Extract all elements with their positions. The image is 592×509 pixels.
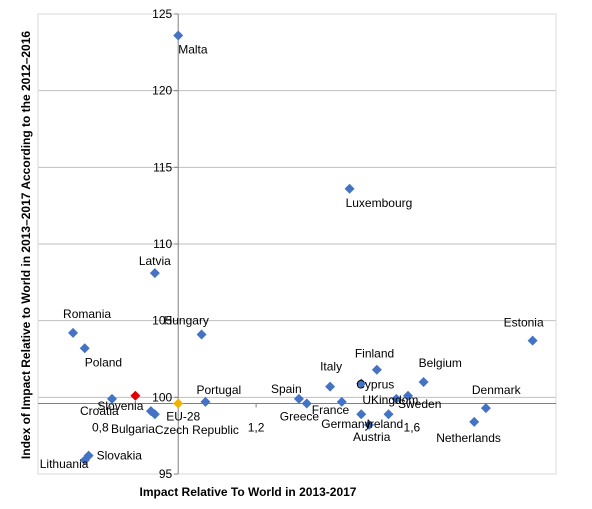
data-point — [79, 343, 90, 354]
data-point — [480, 403, 491, 414]
x-tick-label: 1,2 — [248, 420, 265, 434]
data-label: Portugal — [196, 383, 241, 397]
data-label: Croatia — [80, 404, 119, 418]
data-label: Ireland — [367, 417, 404, 431]
y-tick-label: 95 — [159, 467, 173, 481]
data-label: Netherlands — [436, 431, 501, 445]
data-point — [107, 393, 117, 404]
data-point — [196, 329, 207, 340]
data-point — [344, 183, 355, 194]
axes — [37, 13, 557, 475]
data-point — [383, 409, 394, 420]
data-label: Cyprus — [356, 378, 394, 392]
data-point — [293, 393, 304, 404]
data-label: Estonia — [504, 316, 544, 330]
data-point — [173, 398, 184, 409]
y-tick-label: 120 — [152, 84, 172, 98]
data-label: Luxembourg — [346, 196, 413, 210]
data-label: Spain — [271, 382, 302, 396]
y-tick-label: 100 — [152, 390, 172, 404]
data-point — [418, 377, 429, 387]
data-label: Lithuania — [40, 457, 89, 471]
data-label: France — [312, 403, 350, 417]
y-axis-title: Index of Impact Relative to World in 201… — [19, 31, 33, 459]
data-label: Czech Republic — [155, 423, 239, 437]
data-point — [364, 419, 375, 430]
data-label: Bulgaria — [111, 422, 155, 436]
x-axis-title: Impact Relative To World in 2013-2017 — [140, 485, 357, 499]
x-tick-label: 0,8 — [92, 420, 109, 434]
data-point — [356, 409, 367, 420]
data-point — [469, 416, 480, 427]
plot-frame — [37, 13, 557, 475]
x-tick-label: 1,6 — [404, 420, 421, 434]
data-point — [68, 327, 79, 338]
data-point — [130, 390, 141, 401]
data-point — [173, 30, 184, 41]
y-tick-labels: 95 100 105 110 115 120 125 — [152, 7, 172, 481]
y-tick-label: 115 — [153, 160, 172, 174]
data-label: UKingdom — [362, 393, 418, 407]
y-tick-label: 125 — [152, 7, 172, 21]
data-point — [336, 396, 347, 407]
data-label: Greece — [280, 409, 320, 423]
data-points — [68, 30, 538, 466]
data-label: Poland — [85, 355, 122, 369]
data-label: Germany — [321, 417, 370, 431]
data-point — [391, 393, 402, 404]
data-point — [79, 455, 90, 466]
data-point — [371, 364, 382, 375]
y-tick-label: 105 — [152, 314, 172, 328]
data-point — [149, 268, 160, 279]
data-point — [200, 396, 211, 407]
data-label: Finland — [355, 347, 394, 361]
data-label: Denmark — [472, 383, 522, 397]
y-tick-label: 110 — [153, 237, 172, 251]
data-label: Hungary — [164, 313, 209, 327]
data-label: Latvia — [139, 254, 171, 268]
data-label: Sweden — [398, 397, 441, 411]
data-point — [301, 398, 312, 409]
data-point — [356, 378, 367, 389]
x-tick-labels: 0,8 1,2 1,6 — [92, 420, 421, 434]
data-label: Belgium — [419, 356, 462, 370]
data-label: Austria — [353, 430, 391, 444]
data-point — [149, 409, 160, 420]
data-point — [527, 335, 538, 346]
data-point — [403, 390, 413, 401]
data-point — [325, 381, 336, 392]
data-label: Malta — [178, 42, 208, 56]
point-labels: Malta Luxembourg Latvia Romania Hungary Eston… — [40, 42, 544, 471]
data-label: Italy — [320, 360, 342, 374]
data-label: EU-28 — [166, 409, 200, 423]
data-label: Romania — [63, 307, 111, 321]
data-label: Slovenia — [97, 399, 143, 413]
data-label: Slovakia — [97, 449, 143, 463]
